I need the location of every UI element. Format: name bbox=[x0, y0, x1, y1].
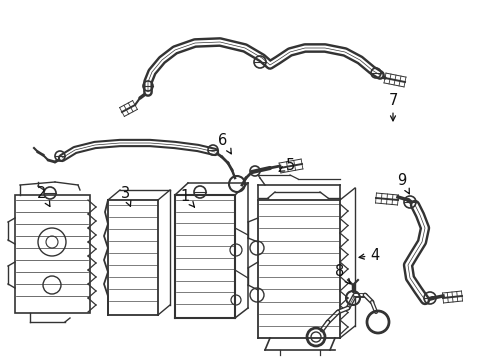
Text: 9: 9 bbox=[397, 172, 409, 194]
Text: 3: 3 bbox=[121, 185, 131, 206]
Text: 6: 6 bbox=[219, 132, 231, 154]
Text: 5: 5 bbox=[279, 158, 294, 172]
Bar bbox=[15, 195, 90, 313]
Text: 2: 2 bbox=[37, 185, 50, 206]
Text: 4: 4 bbox=[359, 248, 380, 262]
Text: 1: 1 bbox=[180, 189, 195, 207]
Text: 7: 7 bbox=[388, 93, 398, 121]
Text: 8: 8 bbox=[335, 265, 350, 284]
